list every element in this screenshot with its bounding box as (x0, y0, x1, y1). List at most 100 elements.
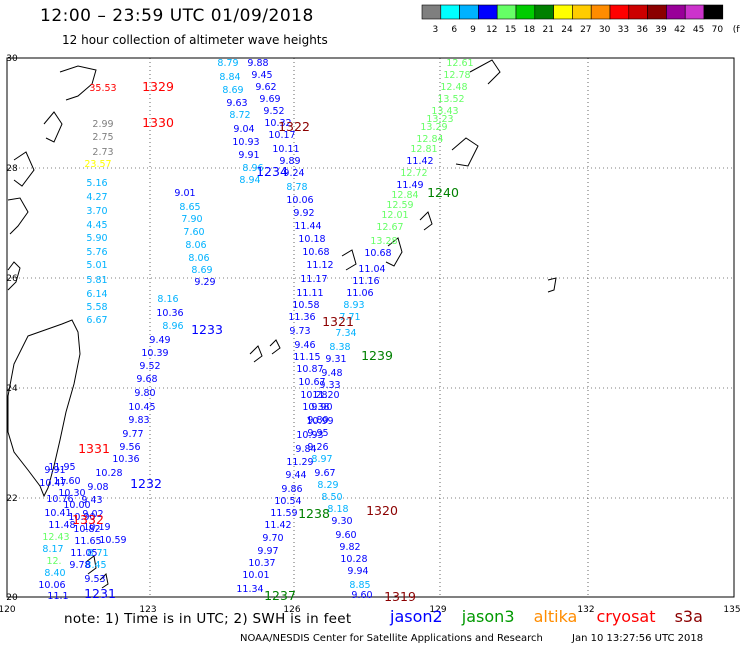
wave-height-value: 10.06 (38, 580, 65, 591)
wave-height-value: 10.99 (306, 416, 333, 427)
latitude-tick: 20 (6, 593, 18, 603)
wave-height-value: 13.28 (370, 236, 397, 247)
track-label: 1332 (72, 512, 104, 527)
wave-height-value: 8.65 (179, 202, 200, 213)
wave-height-value: 10.11 (272, 144, 299, 155)
wave-height-value: 9.29 (194, 277, 215, 288)
wave-height-value: 8.06 (188, 253, 209, 264)
wave-height-value: 2.99 (92, 119, 113, 130)
satellite-cryosat: cryosat (596, 607, 656, 626)
latitude-tick: 30 (6, 54, 18, 64)
coastline (385, 237, 403, 267)
legend-label: 45 (693, 25, 704, 35)
wave-height-value: 12.78 (443, 70, 470, 81)
wave-height-value: 9.43 (81, 495, 102, 506)
track-label: 1232 (130, 476, 162, 491)
wave-height-value: 9.26 (307, 442, 328, 453)
wave-height-value: 9.52 (263, 106, 284, 117)
wave-height-value: 8.85 (349, 580, 370, 591)
wave-height-value: 9.77 (122, 429, 143, 440)
wave-height-value: 8.16 (157, 294, 178, 305)
wave-height-value: 9.68 (136, 374, 157, 385)
wave-height-value: 5.58 (86, 302, 107, 313)
legend-label: 12 (486, 25, 497, 35)
wave-height-value: 8.78 (286, 182, 307, 193)
wave-height-value: 9.78 (69, 560, 90, 571)
wave-height-value: 10.28 (340, 554, 367, 565)
coastline (85, 555, 97, 575)
wave-height-value: 10.37 (248, 558, 275, 569)
wave-height-value: 10.82 (73, 524, 100, 535)
wave-height-value: 9.91 (238, 150, 259, 161)
wave-height-value: 10.32 (264, 118, 291, 129)
wave-height-value: 11.20 (312, 390, 339, 401)
legend-swatch (703, 4, 724, 20)
longitude-tick: 132 (577, 605, 594, 615)
legend-label: 42 (674, 25, 685, 35)
wave-height-value: 9.60 (335, 530, 356, 541)
wave-height-value: 10.90 (68, 512, 95, 523)
track-label: 1231 (84, 586, 116, 601)
wave-height-value: 9.88 (247, 58, 268, 69)
wave-height-value: 9.02 (82, 509, 103, 520)
wave-height-value: 10.47 (39, 478, 66, 489)
wave-height-value: 11.29 (286, 457, 313, 468)
wave-height-value: 10.17 (268, 130, 295, 141)
wave-height-value: 9.08 (87, 482, 108, 493)
wave-height-value: 12.84 (391, 190, 418, 201)
wave-height-value: 9.01 (174, 188, 195, 199)
longitude-tick: 129 (429, 605, 446, 615)
map-title: 12:00 – 23:59 UTC 01/09/2018 (40, 6, 314, 26)
wave-height-value: 10.93 (296, 430, 323, 441)
wave-height-value: 8.72 (229, 110, 250, 121)
track-label: 1329 (142, 79, 174, 94)
coastline (269, 339, 281, 355)
wave-height-value: 5.90 (86, 233, 107, 244)
track-label: 1321 (322, 314, 354, 329)
wave-height-value: 12.43 (42, 532, 69, 543)
legend-label: 15 (505, 25, 516, 35)
wave-height-value: 9.91 (44, 465, 65, 476)
track-label: 1330 (142, 115, 174, 130)
wave-height-value: 10.36 (156, 308, 183, 319)
wave-height-value: 10.18 (298, 234, 325, 245)
wave-height-value: 7.60 (183, 227, 204, 238)
satellite-altika: altika (533, 607, 578, 626)
legend-label: 36 (636, 25, 648, 35)
wave-height-value: 9.63 (226, 98, 247, 109)
wave-height-value: 9.73 (289, 326, 310, 337)
coastline (7, 261, 21, 291)
longitude-tick: 135 (723, 605, 740, 615)
wave-height-value: 13.29 (420, 122, 447, 133)
wave-height-value: 9.70 (262, 533, 283, 544)
wave-height-value: 10.59 (99, 535, 126, 546)
wave-height-value: 9.67 (314, 468, 335, 479)
wave-height-value: 11.1 (47, 591, 68, 602)
wave-height-value: 11.06 (346, 288, 373, 299)
latitude-tick: 24 (6, 384, 18, 394)
legend-label: 6 (451, 25, 457, 35)
wave-height-value: 10.28 (300, 390, 327, 401)
satellite-jason2: jason2 (390, 607, 443, 626)
wave-height-value: 10.67 (298, 377, 325, 388)
legend-label: 30 (599, 25, 611, 35)
track-label: 1238 (298, 506, 330, 521)
coastline (99, 572, 109, 589)
wave-height-value: 9.24 (283, 168, 304, 179)
wave-height-value: 9.46 (294, 340, 315, 351)
footer: NOAA/NESDIS Center for Satellite Applica… (240, 633, 729, 644)
wave-height-value: 11.95 (48, 462, 75, 473)
wave-height-value: 12. (46, 556, 61, 567)
wave-height-value: 11.36 (288, 312, 315, 323)
legend-label: 18 (524, 25, 536, 35)
wave-height-value: 8.29 (317, 480, 338, 491)
wave-height-value: 3.70 (86, 206, 107, 217)
track-label: 1320 (366, 503, 398, 518)
wave-height-value: 8.96 (162, 321, 183, 332)
wave-height-value: 11.16 (352, 276, 379, 287)
wave-height-value: 9.30 (331, 516, 352, 527)
wave-height-value: 6.14 (86, 289, 107, 300)
wave-height-value: 12.67 (376, 222, 403, 233)
